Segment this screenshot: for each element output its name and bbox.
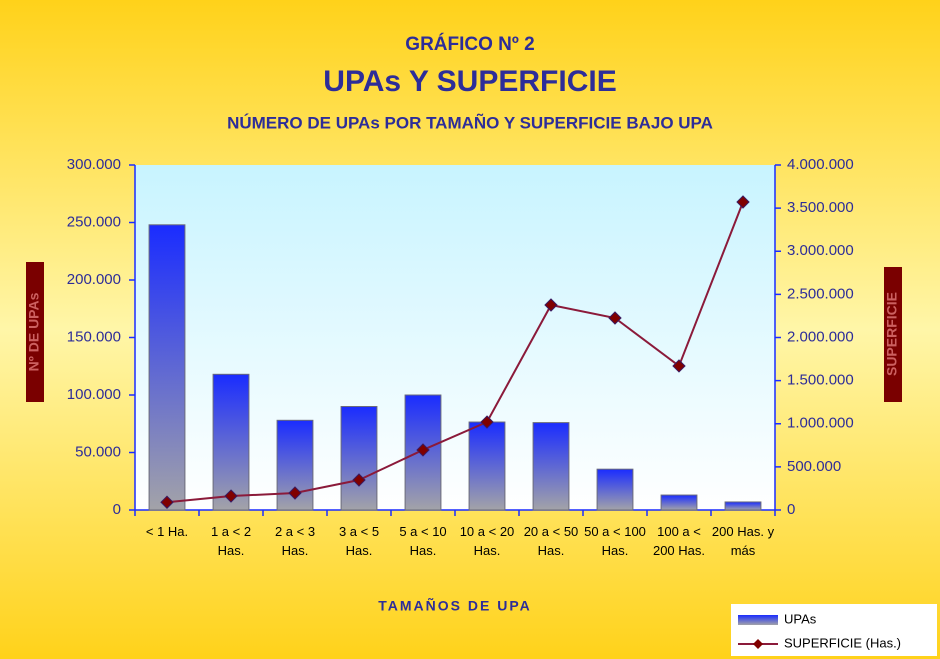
chart-subtitle2: NÚMERO DE UPAs POR TAMAÑO Y SUPERFICIE B…: [227, 112, 713, 132]
y2-tick-label: 500.000: [787, 458, 841, 475]
legend: [731, 604, 937, 656]
y2-tick-label: 1.000.000: [787, 415, 854, 432]
line-marker: [160, 495, 174, 509]
legend-label: UPAs: [784, 611, 817, 626]
y-tick-label: 300.000: [67, 156, 121, 173]
y2-tick-label: 4.000.000: [787, 156, 854, 173]
bar: [660, 494, 698, 511]
y2-tick-label: 2.000.000: [787, 328, 854, 345]
y-tick-label: 50.000: [75, 443, 121, 460]
y-tick-label: 200.000: [67, 271, 121, 288]
y2-tick-label: 2.500.000: [787, 285, 854, 302]
x-tick-label: 2 a < 3 Has.: [274, 524, 316, 558]
bar: [340, 406, 378, 511]
y2-tick-label: 3.000.000: [787, 242, 854, 259]
x-tick-label: 10 a < 20 Has.: [459, 524, 515, 558]
y2-axis-label-box: [884, 267, 902, 402]
bar: [596, 468, 634, 511]
bar: [212, 373, 250, 511]
y-tick-label: 100.000: [67, 386, 121, 403]
x-tick-label: 3 a < 5 Has.: [338, 524, 380, 558]
y-axis-label: Nº DE UPAs: [26, 292, 42, 371]
y-tick-label: 0: [113, 501, 121, 518]
line-marker: [224, 489, 238, 503]
line-marker: [608, 311, 622, 325]
x-axis-label: TAMAÑOS DE UPA: [378, 597, 531, 614]
chart-subtitle: UPAs Y SUPERFICIE: [323, 65, 616, 98]
legend-marker: [753, 639, 763, 649]
x-tick-label: 50 a < 100 Has.: [584, 524, 646, 558]
line: [166, 201, 744, 504]
line-marker: [672, 359, 686, 373]
x-tick-label: 100 a < 200 Has.: [652, 524, 706, 558]
y2-tick-label: 3.500.000: [787, 199, 854, 216]
bar: [148, 224, 186, 511]
x-tick-label: 200 Has. y más: [711, 524, 775, 558]
x-tick-label: 20 a < 50 Has.: [523, 524, 579, 558]
y-tick-label: 150.000: [67, 328, 121, 345]
y2-axis-label: SUPERFICIE: [884, 292, 900, 376]
x-tick-label: 5 a < 10 Has.: [399, 524, 447, 558]
line-marker: [544, 298, 558, 312]
x-tick-label: < 1 Ha.: [145, 524, 189, 539]
line-marker: [352, 473, 366, 487]
x-tick-label: 1 a < 2 Has.: [210, 524, 252, 558]
bar: [724, 501, 762, 511]
line-marker: [288, 486, 302, 500]
y2-tick-label: 0: [787, 501, 795, 518]
line-marker: [416, 443, 430, 457]
y-tick-label: 250.000: [67, 213, 121, 230]
y2-tick-label: 1.500.000: [787, 372, 854, 389]
line-marker: [736, 195, 750, 209]
line-marker: [480, 415, 494, 429]
chart-title: GRÁFICO Nº 2: [405, 33, 534, 55]
bar: [532, 422, 570, 511]
bar: [468, 421, 506, 511]
y-axis-label-box: [26, 262, 44, 402]
legend-swatch: [738, 615, 778, 625]
legend-label: SUPERFICIE (Has.): [784, 635, 901, 650]
